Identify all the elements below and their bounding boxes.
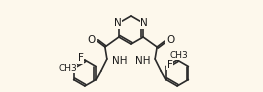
Text: F: F — [167, 60, 173, 69]
Text: O: O — [88, 35, 96, 45]
Text: CH3: CH3 — [170, 51, 189, 60]
Text: N: N — [140, 18, 148, 28]
Text: F: F — [78, 53, 84, 63]
Text: O: O — [166, 35, 174, 45]
Text: N: N — [114, 18, 122, 28]
Text: CH3: CH3 — [58, 64, 77, 73]
Text: NH: NH — [135, 56, 150, 66]
Text: NH: NH — [112, 56, 127, 66]
